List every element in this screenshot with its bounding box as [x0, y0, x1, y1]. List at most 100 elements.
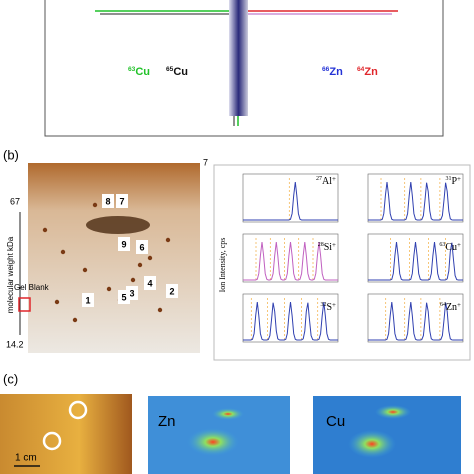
hotspot: [375, 405, 411, 419]
spot-box: [116, 194, 128, 208]
mw-top: 67: [10, 196, 20, 206]
plot-area: [367, 173, 464, 223]
spot-label: 3: [129, 288, 134, 298]
spot-label: 7: [119, 196, 124, 206]
spot: [130, 277, 136, 283]
element: Zn: [329, 66, 343, 78]
charge: +: [457, 301, 461, 309]
trace: [243, 241, 338, 281]
gel-blank-box: [18, 297, 31, 312]
spot: [92, 202, 98, 208]
element: Zn: [446, 302, 457, 313]
spot-label: 4: [147, 278, 152, 288]
spot-label: 5: [121, 292, 126, 302]
trace: [368, 181, 463, 221]
gel-spots: 1 2 3 4 5 6 9 8 7: [42, 194, 178, 323]
map-label: Cu: [326, 413, 345, 430]
element: Cu: [445, 242, 457, 253]
element: P: [451, 176, 457, 187]
spot-label: 8: [105, 196, 110, 206]
mw-axis-label: molecular weight kDa: [6, 236, 15, 313]
hotspot: [187, 428, 239, 456]
spot-box: [82, 293, 94, 307]
isotope-label: 63Cu+: [439, 241, 461, 254]
spot: [165, 237, 171, 243]
spot-box: [136, 240, 148, 254]
isotope-label: 66Zn: [322, 66, 343, 78]
spot-box: [118, 290, 130, 304]
spot-box: [166, 284, 178, 298]
mass-number: 64: [440, 302, 446, 308]
isotope-label: 64Zn: [357, 66, 378, 78]
spot: [106, 286, 112, 292]
element: Al: [322, 176, 332, 187]
plot-area: [367, 233, 464, 283]
trace: [368, 241, 463, 281]
spot: [72, 317, 78, 323]
spot: [42, 227, 48, 233]
spot: [82, 267, 88, 273]
mass-number: 63: [439, 242, 445, 248]
panel-label: (c): [3, 371, 18, 386]
spot-label: 1: [85, 295, 90, 305]
plot-area: [242, 293, 339, 343]
marker: [68, 400, 88, 420]
spot-box: [118, 237, 130, 251]
y-axis-label: Ion Intensity, cps: [218, 238, 227, 293]
panel-label: (b): [3, 147, 19, 162]
plots-frame: [213, 164, 471, 361]
spot: [137, 262, 143, 268]
gel-blank-label: Gel Blank: [14, 283, 50, 292]
map-label: Zn: [158, 413, 176, 430]
scale-label: 1 cm: [15, 453, 37, 464]
mass-number: 66: [322, 66, 330, 73]
charge: +: [457, 241, 461, 249]
isotope-label: 31P+: [445, 175, 461, 188]
spot: [157, 307, 163, 313]
gel-image: [28, 163, 200, 353]
spot-label: 9: [121, 239, 126, 249]
isotope-label: 63Cu: [128, 66, 150, 78]
plots: 27Al+ 31P+28Si+ 63Cu+32S+ 64Zn+: [242, 173, 464, 343]
mw-bottom: 14.2: [6, 339, 24, 349]
mass-number: 32: [320, 302, 326, 308]
spot: [54, 299, 60, 305]
charge: +: [332, 241, 336, 249]
trace: [368, 301, 463, 341]
isotope-label: 64Zn+: [440, 301, 461, 314]
gel-smear: [86, 216, 150, 234]
hotspot: [212, 408, 244, 420]
panel-a-frame: [44, 0, 444, 137]
spot-box: [144, 276, 156, 290]
hotspot: [348, 430, 396, 458]
plot-area: [242, 233, 339, 283]
cu63-trace: [95, 10, 239, 126]
isotope-label: 65Cu: [166, 66, 188, 78]
plot-area: [242, 173, 339, 223]
isotope-label: 28Si+: [318, 241, 336, 254]
mass-number: 63: [128, 66, 136, 73]
trace: [243, 181, 338, 221]
element: S: [326, 302, 332, 313]
mass-number: 64: [357, 66, 365, 73]
charge: +: [332, 175, 336, 183]
spot-label: 2: [169, 286, 174, 296]
element: Si: [324, 242, 333, 253]
spot: [147, 255, 153, 261]
element: Cu: [135, 66, 150, 78]
isotope-labels: 63Cu 65Cu 66Zn 64Zn: [128, 66, 378, 78]
mass-number: 28: [318, 242, 324, 248]
trace: [243, 301, 338, 341]
element: Zn: [364, 66, 378, 78]
cu65-trace: [100, 13, 235, 126]
isotope-label: 32S+: [320, 301, 336, 314]
mass-number: 31: [445, 176, 451, 182]
marker: [42, 431, 62, 451]
element: Cu: [173, 66, 188, 78]
plot-area: [367, 293, 464, 343]
spot-box: [102, 194, 114, 208]
charge: +: [457, 175, 461, 183]
mass-number: 27: [316, 176, 322, 182]
